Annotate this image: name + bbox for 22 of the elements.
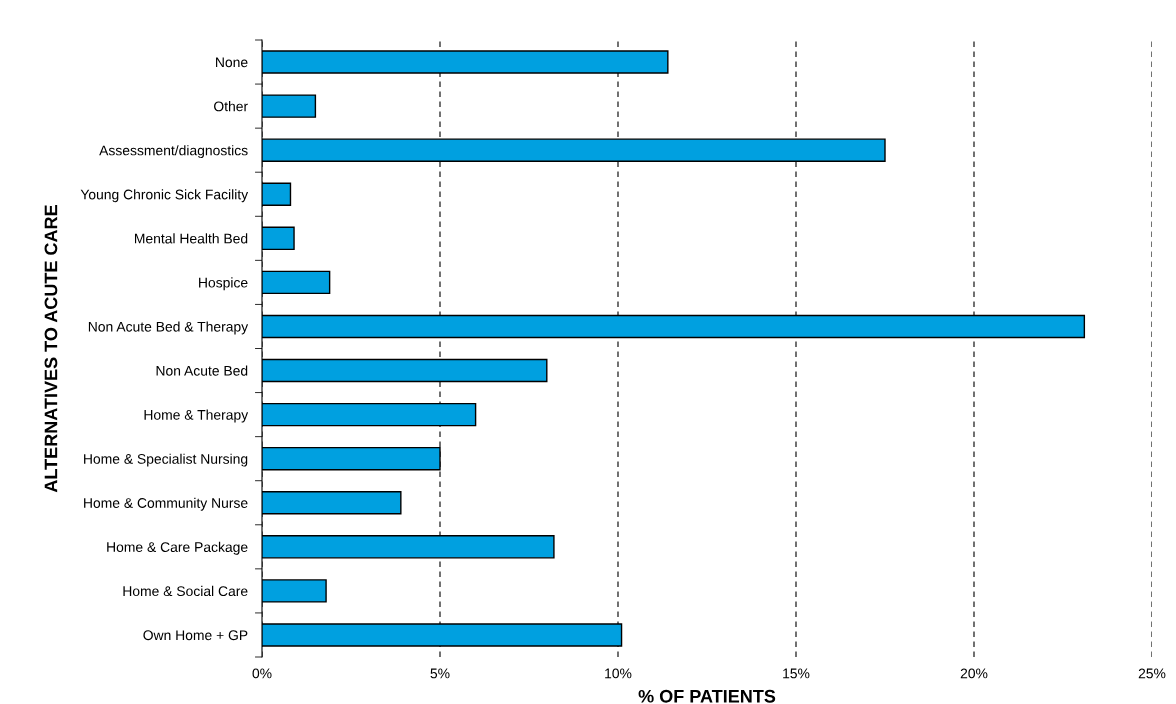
y-axis-title: ALTERNATIVES TO ACUTE CARE	[44, 205, 58, 493]
y-tick-label: Assessment/diagnostics	[99, 145, 248, 159]
x-tick-label: 25%	[1138, 668, 1166, 679]
x-axis-title: % OF PATIENTS	[638, 689, 776, 703]
x-tick-label: 0%	[252, 668, 272, 679]
y-tick-label: Non Acute Bed	[156, 365, 248, 376]
y-tick-label: Mental Health Bed	[134, 233, 248, 244]
y-tick-label: Home & Therapy	[144, 409, 249, 423]
x-tick-label: 10%	[605, 668, 632, 679]
y-tick-label: Home & Specialist Nursing	[84, 453, 248, 467]
y-tick-label: None	[216, 57, 248, 68]
y-tick-label: Young Chronic Sick Facility	[80, 189, 249, 203]
y-tick-label: Home & Social Care	[123, 585, 248, 597]
y-tick-label: Other	[214, 101, 248, 112]
x-tick-label: 20%	[960, 668, 988, 679]
x-tick-label: 15%	[783, 668, 810, 679]
y-tick-label: Hospice	[199, 277, 248, 291]
y-tick-label: Home & Care Package	[107, 541, 248, 555]
y-tick-label: Own Home + GP	[143, 630, 248, 641]
x-tick-label: 5%	[430, 668, 450, 679]
y-tick-label: Home & Community Nurse	[84, 497, 248, 511]
y-tick-label: Non Acute Bed & Therapy	[88, 321, 249, 335]
